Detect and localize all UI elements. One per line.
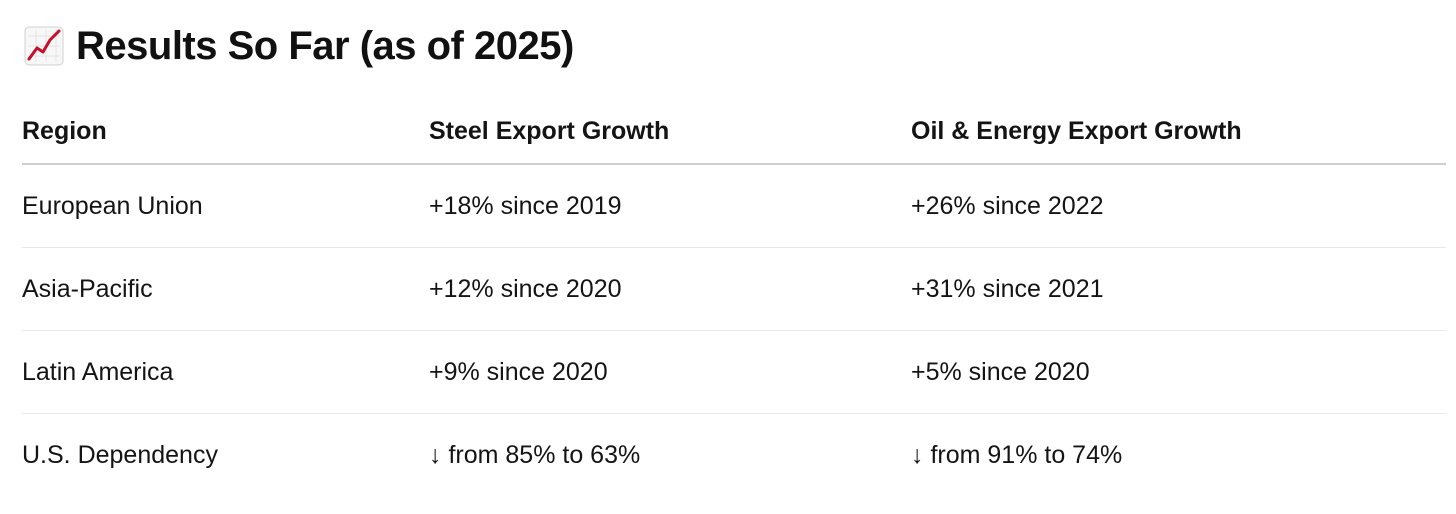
- cell-steel-growth: ↓ from 85% to 63%: [429, 440, 641, 469]
- cell-oil-energy-growth: +26% since 2022: [911, 164, 1446, 248]
- column-header-region: Region: [22, 100, 429, 165]
- table-row: European Union +18% since 2019 +26% sinc…: [22, 164, 1446, 248]
- cell-region: U.S. Dependency: [22, 440, 218, 469]
- cell-oil-energy-growth: +5% since 2020: [911, 330, 1446, 414]
- table-row: U.S. Dependency ↓ from 85% to 63% ↓ from…: [22, 414, 1446, 497]
- cell-oil-energy-growth: +31% since 2021: [911, 247, 1446, 331]
- cell-oil-energy-growth: ↓ from 91% to 74%: [911, 440, 1123, 469]
- cell-region: Latin America: [22, 330, 429, 414]
- results-table: Region Steel Export Growth Oil & Energy …: [22, 100, 1446, 496]
- cell-steel-growth: +9% since 2020: [429, 330, 911, 414]
- table-header-row: Region Steel Export Growth Oil & Energy …: [22, 100, 1446, 165]
- cell-steel-growth: +18% since 2019: [429, 164, 911, 248]
- column-header-steel-export-growth: Steel Export Growth: [429, 100, 911, 165]
- page-title: Results So Far (as of 2025): [76, 23, 574, 68]
- table-row: Latin America +9% since 2020 +5% since 2…: [22, 330, 1446, 414]
- chart-increasing-icon: [24, 26, 64, 66]
- section-heading: Results So Far (as of 2025): [24, 20, 574, 72]
- column-header-oil-energy-export-growth: Oil & Energy Export Growth: [911, 100, 1446, 165]
- cell-region: European Union: [22, 164, 429, 248]
- cell-steel-growth: +12% since 2020: [429, 247, 911, 331]
- cell-region: Asia-Pacific: [22, 247, 429, 331]
- table-row: Asia-Pacific +12% since 2020 +31% since …: [22, 247, 1446, 331]
